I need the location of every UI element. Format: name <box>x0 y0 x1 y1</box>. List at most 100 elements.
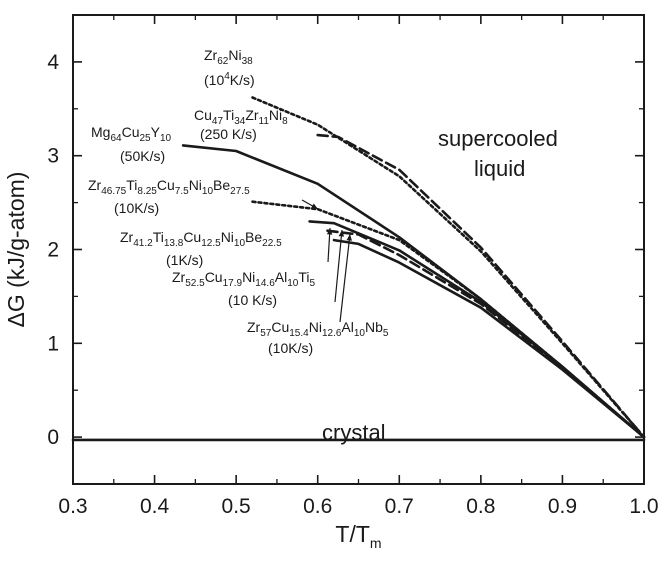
series-layer <box>71 96 646 442</box>
series-label-1-part: 34 <box>234 116 246 127</box>
series-label-4-part: 13.8 <box>164 238 184 249</box>
series-label-2-part: 10 <box>160 133 172 144</box>
y-tick-label: 3 <box>47 145 59 168</box>
series-label-5-part: Al <box>275 269 287 285</box>
x-tick-label: 0.7 <box>385 495 414 518</box>
series-label-4-part: 10 <box>234 238 246 249</box>
series-rate-6-part: (10K/s) <box>268 340 313 356</box>
series-rate-0-part: 4 <box>224 71 230 82</box>
series-rate-5-part: (10 K/s) <box>228 292 277 308</box>
series-label-0-part: Zr <box>204 47 218 63</box>
series-label-3-part: Be <box>213 177 230 193</box>
series-rate-4: (1K/s) <box>166 252 203 268</box>
series-rate-0: (104K/s) <box>204 71 255 88</box>
series-label-6-part: 15.4 <box>289 328 309 339</box>
arrow-zr41-head <box>326 228 333 235</box>
series-label-4-part: Ti <box>153 229 164 245</box>
series-label-6-part: 12.6 <box>322 328 342 339</box>
series-label-4-part: Ni <box>221 229 234 245</box>
series-label-1-part: 11 <box>259 116 270 127</box>
series-label-5-part: 17.9 <box>223 278 243 289</box>
series-label-3-part: Ni <box>189 177 202 193</box>
x-tick-label: 0.8 <box>466 495 495 518</box>
x-tick-label: 1.0 <box>629 495 658 518</box>
series-label-5-part: Cu <box>205 269 223 285</box>
series-label-4-part: Zr <box>120 229 134 245</box>
series-label-6-part: Nb <box>365 319 383 335</box>
y-tick-label: 0 <box>47 426 59 449</box>
series-label-0-part: 62 <box>217 56 229 67</box>
arrow-zr52-head <box>338 230 345 237</box>
annotation-liquid: liquid <box>474 156 525 181</box>
series-rate-5: (10 K/s) <box>228 292 277 308</box>
series-label-3-part: 46.75 <box>101 186 126 197</box>
series-rate-4-part: (1K/s) <box>166 252 203 268</box>
series-label-5-part: 5 <box>310 278 316 289</box>
series-label-6-part: 57 <box>260 328 272 339</box>
series-label-0-part: 38 <box>242 56 254 67</box>
series-label-4-part: Be <box>245 229 262 245</box>
series-label-5: Zr52.5Cu17.9Ni14.6Al10Ti5 <box>172 269 316 289</box>
series-label-1-part: 47 <box>212 116 224 127</box>
series-label-3-part: Cu <box>157 177 175 193</box>
series-line-6 <box>332 238 646 439</box>
series-label-6-part: 5 <box>383 328 389 339</box>
series-label-6-part: 10 <box>354 328 366 339</box>
x-axis-title-base: T/T <box>335 521 370 547</box>
y-axis-title: ΔG (kJ/g-atom) <box>3 172 29 328</box>
series-label-5-part: 52.5 <box>185 278 205 289</box>
annotation-supercooled: supercooled <box>438 126 558 151</box>
annotation-crystal: crystal <box>322 420 386 445</box>
series-label-1-part: Ni <box>269 107 282 123</box>
arrow-zr52 <box>334 229 343 303</box>
series-label-1-part: 8 <box>282 116 288 127</box>
series-label-4-part: Cu <box>183 229 201 245</box>
series-label-5-part: 14.6 <box>255 278 275 289</box>
arrow-zr57 <box>339 233 351 323</box>
series-label-4-part: 12.5 <box>201 238 221 249</box>
series-label-2-part: Y <box>151 124 161 140</box>
series-label-6: Zr57Cu15.4Ni12.6Al10Nb5 <box>247 319 389 339</box>
series-label-6-part: Cu <box>271 319 289 335</box>
series-line-1 <box>316 133 646 439</box>
x-axis-title-sub: m <box>370 535 382 551</box>
x-tick-label: 0.9 <box>548 495 577 518</box>
series-rate-2-part: (50K/s) <box>120 148 165 164</box>
series-label-3: Zr46.75Ti8.25Cu7.5Ni10Be27.5 <box>88 177 250 197</box>
series-label-6-part: Ni <box>309 319 322 335</box>
series-label-2-part: 25 <box>139 133 151 144</box>
series-rate-3: (10K/s) <box>114 200 159 216</box>
series-label-1-part: Zr <box>245 107 259 123</box>
x-tick-label: 0.3 <box>58 495 87 518</box>
series-label-5-part: Ni <box>242 269 255 285</box>
series-rate-1: (250 K/s) <box>200 126 257 142</box>
series-label-0-part: Ni <box>228 47 241 63</box>
series-label-2-part: Mg <box>91 124 110 140</box>
series-label-3-part: 10 <box>202 186 214 197</box>
series-label-3-part: 27.5 <box>230 186 250 197</box>
plot-frame <box>72 14 645 485</box>
series-label-3-part: Zr <box>88 177 102 193</box>
series-rate-0-part: (10 <box>204 72 224 88</box>
series-label-3-part: 7.5 <box>175 186 189 197</box>
series-rate-3-part: (10K/s) <box>114 200 159 216</box>
series-label-4-part: 41.2 <box>133 238 153 249</box>
y-tick-label: 1 <box>47 332 59 355</box>
series-label-5-part: 10 <box>287 278 299 289</box>
arrow-zr57-head <box>346 234 352 241</box>
series-label-1-part: Cu <box>194 107 212 123</box>
series-label-5-part: Zr <box>172 269 186 285</box>
x-tick-label: 0.5 <box>222 495 251 518</box>
series-label-4: Zr41.2Ti13.8Cu12.5Ni10Be22.5 <box>120 229 282 249</box>
series-label-2: Mg64Cu25Y10 <box>91 124 172 144</box>
arrow-zr46-head <box>311 203 318 209</box>
series-label-4-part: 22.5 <box>262 238 282 249</box>
series-label-2-part: Cu <box>122 124 140 140</box>
series-rate-2: (50K/s) <box>120 148 165 164</box>
y-tick-label: 4 <box>47 51 59 74</box>
series-label-6-part: Al <box>341 319 353 335</box>
series-rate-0-part: K/s) <box>230 72 255 88</box>
y-tick-label: 2 <box>47 239 59 262</box>
